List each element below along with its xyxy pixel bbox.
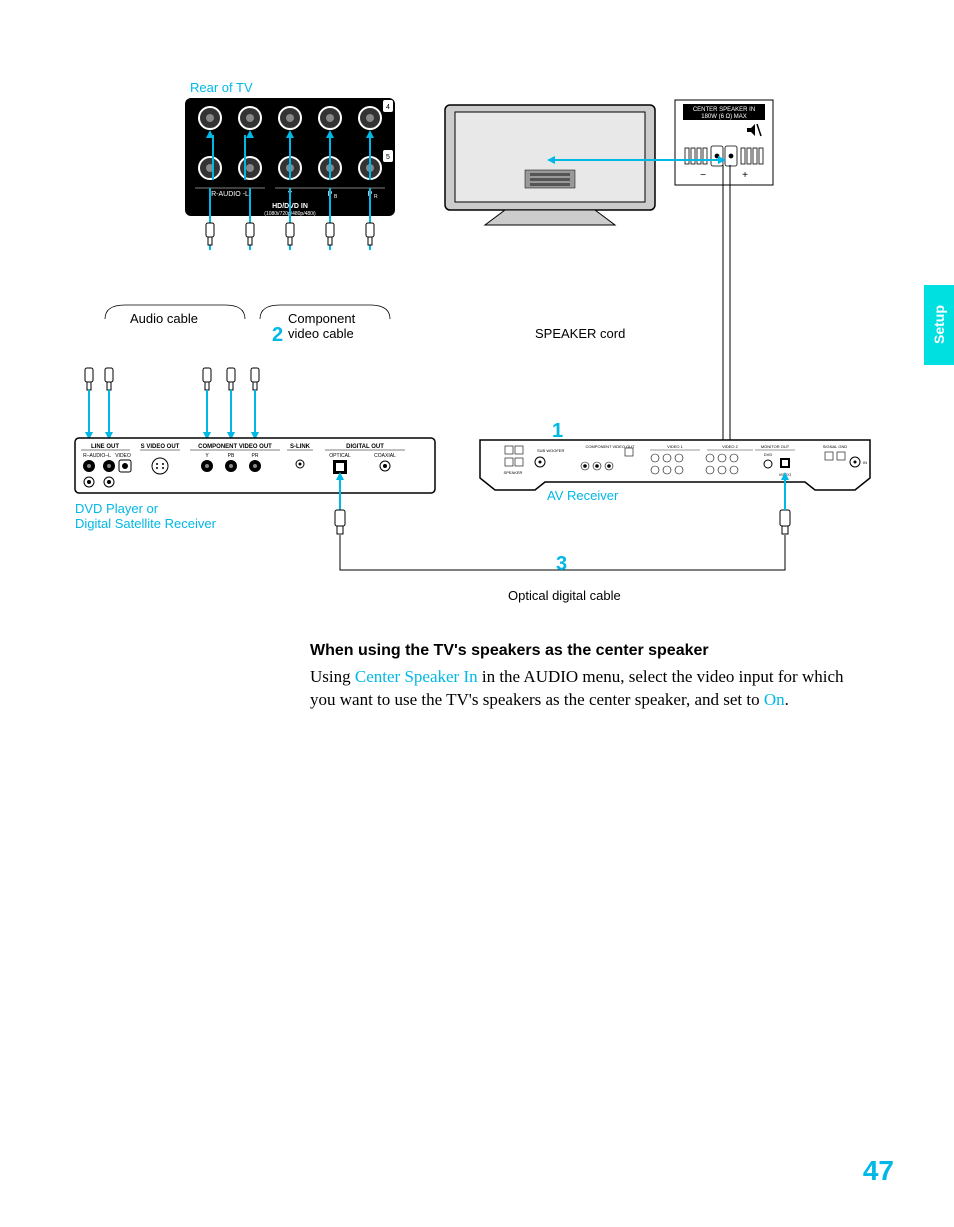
- svg-text:COAXIAL: COAXIAL: [374, 453, 396, 459]
- svg-text:DIGITAL OUT: DIGITAL OUT: [346, 444, 384, 450]
- svg-text:OPTICAL: OPTICAL: [329, 453, 351, 459]
- svg-text:S VIDEO OUT: S VIDEO OUT: [141, 444, 180, 450]
- label-speaker-cord: SPEAKER cord: [535, 326, 625, 341]
- wires-bottom: [75, 475, 875, 595]
- svg-text:VIDEO: VIDEO: [115, 453, 131, 459]
- svg-text:COMPONENT VIDEO OUT: COMPONENT VIDEO OUT: [198, 444, 272, 450]
- label-optical-cable: Optical digital cable: [508, 588, 621, 603]
- svg-text:IN: IN: [863, 460, 867, 465]
- body-heading: When using the TV's speakers as the cent…: [310, 640, 870, 662]
- svg-text:VIDEO 1: VIDEO 1: [667, 444, 684, 449]
- connection-diagram: Rear of TV 4 5: [75, 80, 875, 610]
- label-component-l2: video cable: [288, 326, 354, 341]
- svg-text:R–AUDIO–L: R–AUDIO–L: [83, 453, 111, 459]
- svg-text:VIDEO 2: VIDEO 2: [722, 444, 739, 449]
- side-tab: Setup: [924, 285, 954, 365]
- marker-3: 3: [556, 553, 567, 576]
- label-component-l1: Component: [288, 311, 355, 326]
- svg-text:PB: PB: [228, 453, 235, 459]
- body-text: When using the TV's speakers as the cent…: [310, 640, 870, 711]
- svg-text:LINE OUT: LINE OUT: [91, 444, 119, 450]
- svg-text:S-LINK: S-LINK: [290, 444, 311, 450]
- svg-text:SUB WOOFER: SUB WOOFER: [537, 448, 564, 453]
- svg-text:SIGNAL GND: SIGNAL GND: [823, 444, 848, 449]
- svg-text:PR: PR: [252, 453, 259, 459]
- svg-text:MONITOR OUT: MONITOR OUT: [761, 444, 790, 449]
- marker-2: 2: [272, 324, 283, 347]
- body-paragraph: Using Center Speaker In in the AUDIO men…: [310, 666, 870, 712]
- svg-text:DVD: DVD: [764, 452, 773, 457]
- label-audio-cable: Audio cable: [130, 311, 198, 326]
- page-number: 47: [863, 1155, 894, 1187]
